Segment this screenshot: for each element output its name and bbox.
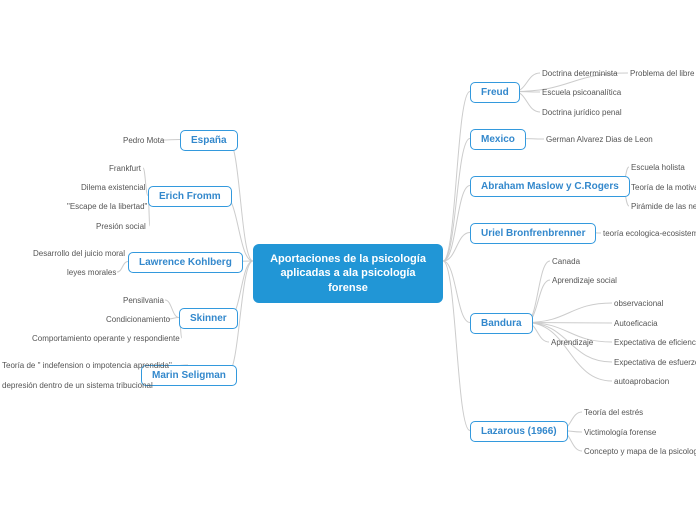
leaf-node: Teoría del estrés — [582, 407, 645, 418]
branch-node[interactable]: Erich Fromm — [148, 186, 232, 207]
leaf-node: Teoría de " indefension o impotencia apr… — [0, 360, 174, 371]
leaf-node: Comportamiento operante y respondiente — [30, 333, 182, 344]
leaf-node: Doctrina determinista — [540, 68, 620, 79]
leaf-node: Expectativa de eficiencia — [612, 337, 696, 348]
leaf-node: Desarrollo del juicio moral — [31, 248, 127, 259]
branch-node[interactable]: Lazarous (1966) — [470, 421, 568, 442]
branch-node[interactable]: Mexico — [470, 129, 526, 150]
leaf-node: Expectativa de esfuerzo — [612, 357, 696, 368]
leaf-node: Aprendizaje — [549, 337, 595, 348]
branch-node[interactable]: Lawrence Kohlberg — [128, 252, 243, 273]
leaf-node: observacional — [612, 298, 665, 309]
branch-node[interactable]: Freud — [470, 82, 520, 103]
leaf-node: Pensilvania — [121, 295, 166, 306]
leaf-node: Problema del libre albedrío — [628, 68, 696, 79]
branch-node[interactable]: Bandura — [470, 313, 533, 334]
leaf-node: Escuela holista — [629, 162, 687, 173]
branch-node[interactable]: Uriel Bronfrenbrenner — [470, 223, 596, 244]
leaf-node: Escuela psicoanalítica — [540, 87, 623, 98]
leaf-node: Pedro Mota — [121, 135, 166, 146]
branch-node[interactable]: Skinner — [179, 308, 238, 329]
leaf-node: Aprendizaje social — [550, 275, 619, 286]
leaf-node: Frankfurt — [107, 163, 143, 174]
leaf-node: Doctrina jurídico penal — [540, 107, 624, 118]
center-node[interactable]: Aportaciones de la psicología aplicadas … — [253, 244, 443, 303]
leaf-node: Dilema existencial — [79, 182, 147, 193]
branch-node[interactable]: España — [180, 130, 238, 151]
leaf-node: Canada — [550, 256, 582, 267]
leaf-node: Pirámide de las necesidades — [629, 201, 696, 212]
leaf-node: autoaprobacion — [612, 376, 671, 387]
leaf-node: "Escape de la libertad" — [65, 201, 149, 212]
leaf-node: Teoría de la motivación — [629, 182, 696, 193]
leaf-node: leyes morales — [65, 267, 118, 278]
leaf-node: Presión social — [94, 221, 148, 232]
leaf-node: Victimología forense — [582, 427, 658, 438]
leaf-node: teoría ecologica-ecosistema — [601, 228, 696, 239]
leaf-node: German Alvarez Dias de Leon — [544, 134, 655, 145]
leaf-node: depresión dentro de un sistema tribucion… — [0, 380, 155, 391]
branch-node[interactable]: Abraham Maslow y C.Rogers — [470, 176, 630, 197]
leaf-node: Concepto y mapa de la psicología forense — [582, 446, 696, 457]
leaf-node: Condicionamiento — [104, 314, 172, 325]
leaf-node: Autoeficacia — [612, 318, 660, 329]
